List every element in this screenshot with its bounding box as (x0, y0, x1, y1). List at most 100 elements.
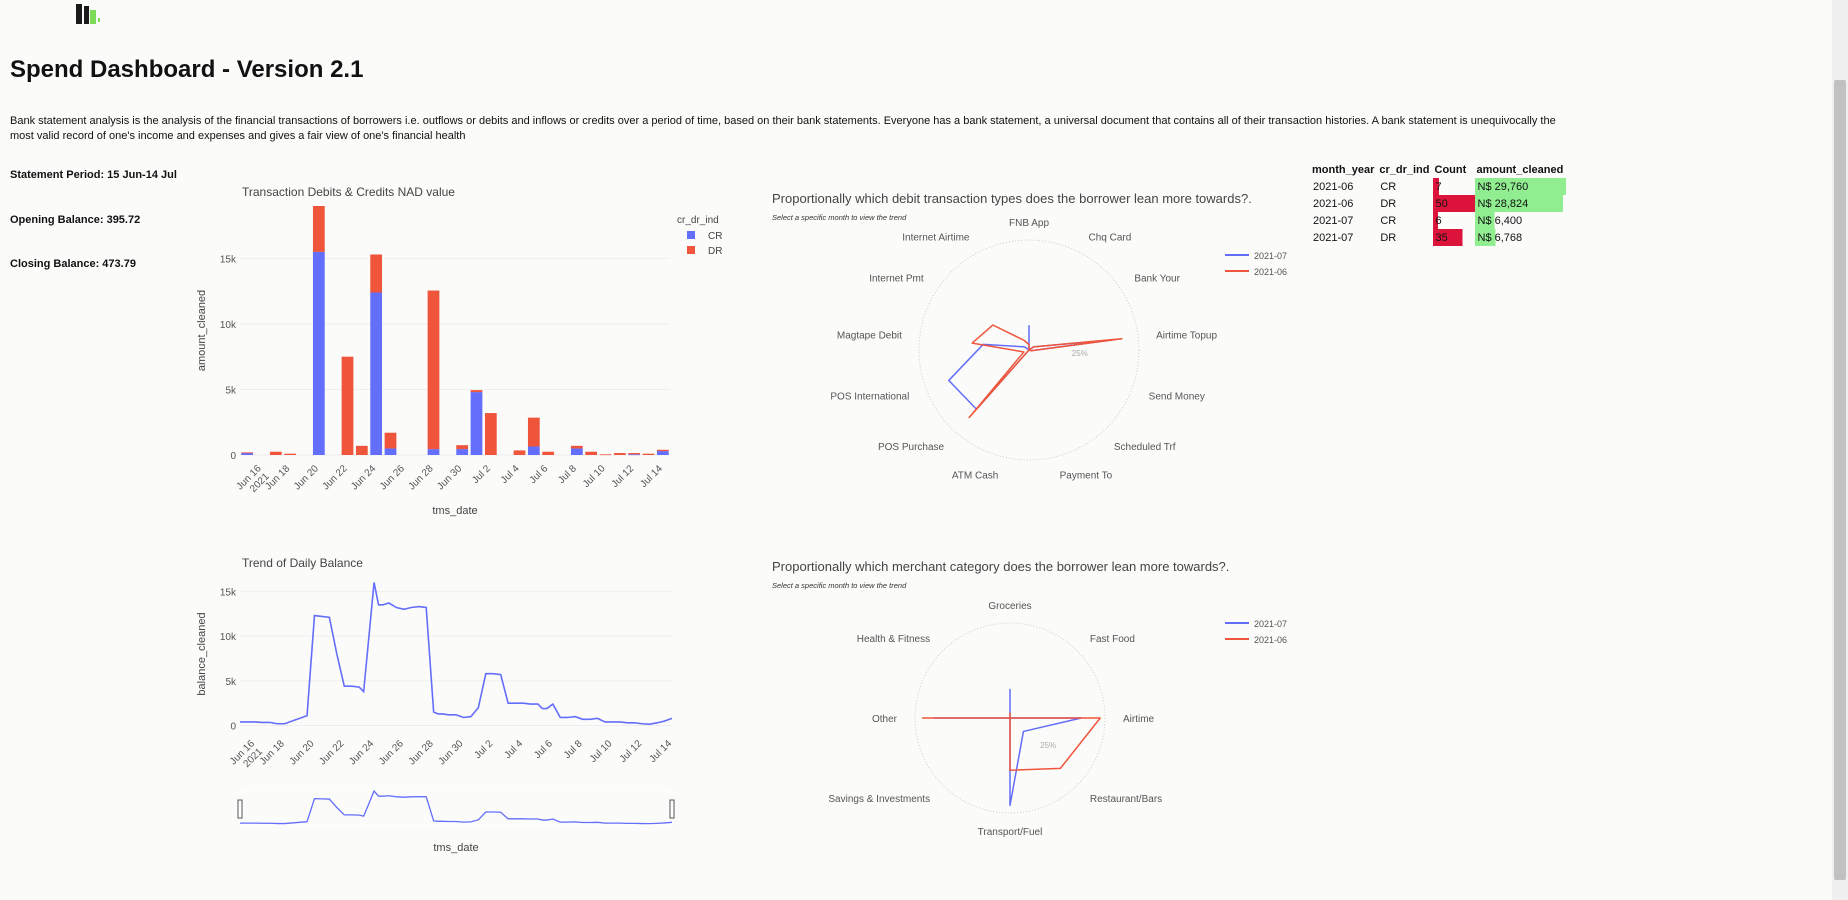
chart-subtitle: Select a specific month to view the tren… (772, 213, 907, 222)
bar-dr (628, 453, 641, 455)
bar-cr (470, 392, 483, 455)
table-cell: 50 (1432, 195, 1475, 212)
table-cell: 6 (1432, 212, 1475, 229)
bar-cr (370, 292, 383, 455)
radar-axis-label: Send Money (1149, 391, 1205, 402)
range-handle-left (237, 799, 243, 819)
table-cell: N$ 29,760 (1474, 178, 1567, 195)
radar-axis-label: POS Purchase (878, 442, 945, 453)
x-tick-label: Jul 14 (638, 463, 665, 490)
x-tick-label: Jun 26 (378, 463, 407, 492)
x-tick-label: Jun 28 (407, 738, 436, 767)
table-header: month_year (1312, 164, 1375, 176)
page-scrollbar[interactable] (1832, 0, 1848, 900)
chart-title: Proportionally which debit transaction t… (772, 191, 1252, 206)
x-tick-label: Jul 6 (528, 463, 551, 486)
radial-tick-label: 25% (1040, 741, 1056, 750)
bar-dr (599, 454, 612, 456)
table-cell: 2021-06 (1313, 197, 1354, 210)
legend-label: 2021-06 (1254, 635, 1287, 645)
x-tick-label: Jul 8 (562, 738, 585, 761)
transactions-bar-chart[interactable]: Transaction Debits & Credits NAD value 0 5… (190, 178, 750, 523)
opening-balance: Opening Balance: 395.72 (10, 214, 141, 226)
bar-dr (341, 356, 354, 455)
radar-axis-label: Scheduled Trf (1114, 442, 1176, 453)
legend-swatch (687, 231, 695, 239)
table-row: 2021-07 CR 6 N$ 6,400 (1310, 212, 1567, 229)
page-description: Bank statement analysis is the analysis … (10, 115, 1556, 142)
x-tick-label: Jul 2 (473, 738, 496, 761)
debit-types-radar-chart[interactable]: Proportionally which debit transaction t… (765, 185, 1305, 485)
chart-subtitle: Select a specific month to view the tren… (772, 581, 907, 590)
x-tick-label: Jun 20 (292, 463, 321, 492)
summary-table: month_year cr_dr_ind Count amount_cleaned 2… (1310, 163, 1567, 246)
x-tick-label: Jul 12 (610, 463, 637, 490)
radar-axis-label: Internet Airtime (902, 233, 970, 244)
bar-dr (642, 453, 655, 455)
bar-cr (628, 454, 641, 456)
radar-series-2021-06 (968, 324, 1123, 419)
table-header: Count (1434, 164, 1467, 176)
table-cell: 2021-07 (1313, 214, 1354, 227)
bar-dr (656, 449, 669, 452)
bar-dr (384, 432, 397, 449)
merchant-category-radar-chart[interactable]: Proportionally which merchant category d… (765, 553, 1305, 853)
y-tick-label: 10k (220, 320, 237, 331)
bar-dr (370, 254, 383, 293)
table-cell: N$ 6,768 (1474, 229, 1567, 246)
bar-cr (527, 446, 540, 455)
x-tick-label: Jul 4 (499, 463, 522, 486)
dashboard-logo (76, 4, 100, 24)
x-axis-title: tms_date (432, 505, 477, 517)
radar-axis-label: ATM Cash (952, 470, 999, 481)
table-cell: N$ 6,400 (1474, 212, 1567, 229)
y-tick-label: 5k (225, 677, 237, 688)
bar-dr (241, 452, 254, 454)
y-tick-label: 15k (220, 587, 237, 598)
bar-cr (456, 449, 469, 455)
table-cell: DR (1380, 197, 1397, 210)
x-tick-label: Jul 10 (581, 463, 608, 490)
table-header: amount_cleaned (1476, 164, 1564, 176)
x-tick-label: Jun 22 (321, 463, 350, 492)
radar-series-2021-07 (933, 688, 1082, 807)
x-tick-label: Jul 4 (502, 738, 525, 761)
bar-dr (355, 445, 368, 455)
table-header: cr_dr_ind (1379, 164, 1430, 176)
range-slider-line (240, 789, 673, 825)
legend-label: DR (708, 246, 722, 257)
table-cell: DR (1380, 231, 1397, 244)
radar-axis-label: Restaurant/Bars (1090, 794, 1162, 805)
y-tick-label: 15k (220, 254, 237, 265)
radar-axis-label: Chq Card (1088, 233, 1131, 244)
radar-axis-label: Magtape Debit (837, 331, 902, 342)
radar-axis-label: Payment To (1060, 470, 1113, 481)
x-tick-label: Jun 24 (347, 738, 376, 767)
closing-balance: Closing Balance: 473.79 (10, 258, 136, 270)
legend-title: cr_dr_ind (677, 215, 719, 226)
bar-dr (613, 453, 626, 455)
x-tick-label: Jun 26 (377, 738, 406, 767)
table-row: 2021-06 DR 50 N$ 28,824 (1310, 195, 1567, 212)
y-tick-label: 0 (230, 722, 236, 733)
radar-outline (918, 239, 1140, 461)
radar-series-2021-07 (948, 325, 1115, 411)
x-tick-label: Jul 12 (618, 738, 645, 765)
radial-tick-label: 25% (1072, 349, 1088, 358)
radar-axis-label: Health & Fitness (857, 634, 930, 645)
x-tick-label: Jul 10 (588, 738, 615, 765)
bar-dr (513, 450, 526, 455)
scrollbar-thumb[interactable] (1834, 80, 1846, 880)
bar-dr (312, 206, 325, 252)
x-axis-title: tms_date (433, 842, 478, 854)
bar-cr (312, 251, 325, 455)
bar-dr (427, 290, 440, 450)
radar-axis-label: FNB App (1009, 218, 1049, 229)
y-axis-title: amount_cleaned (196, 290, 208, 371)
range-slider (239, 789, 673, 826)
radar-axis-label: Internet Pmt (869, 273, 924, 284)
x-tick-label: Jun 20 (288, 738, 317, 767)
x-tick-label: Jul 6 (532, 738, 555, 761)
radar-outline (914, 622, 1106, 814)
